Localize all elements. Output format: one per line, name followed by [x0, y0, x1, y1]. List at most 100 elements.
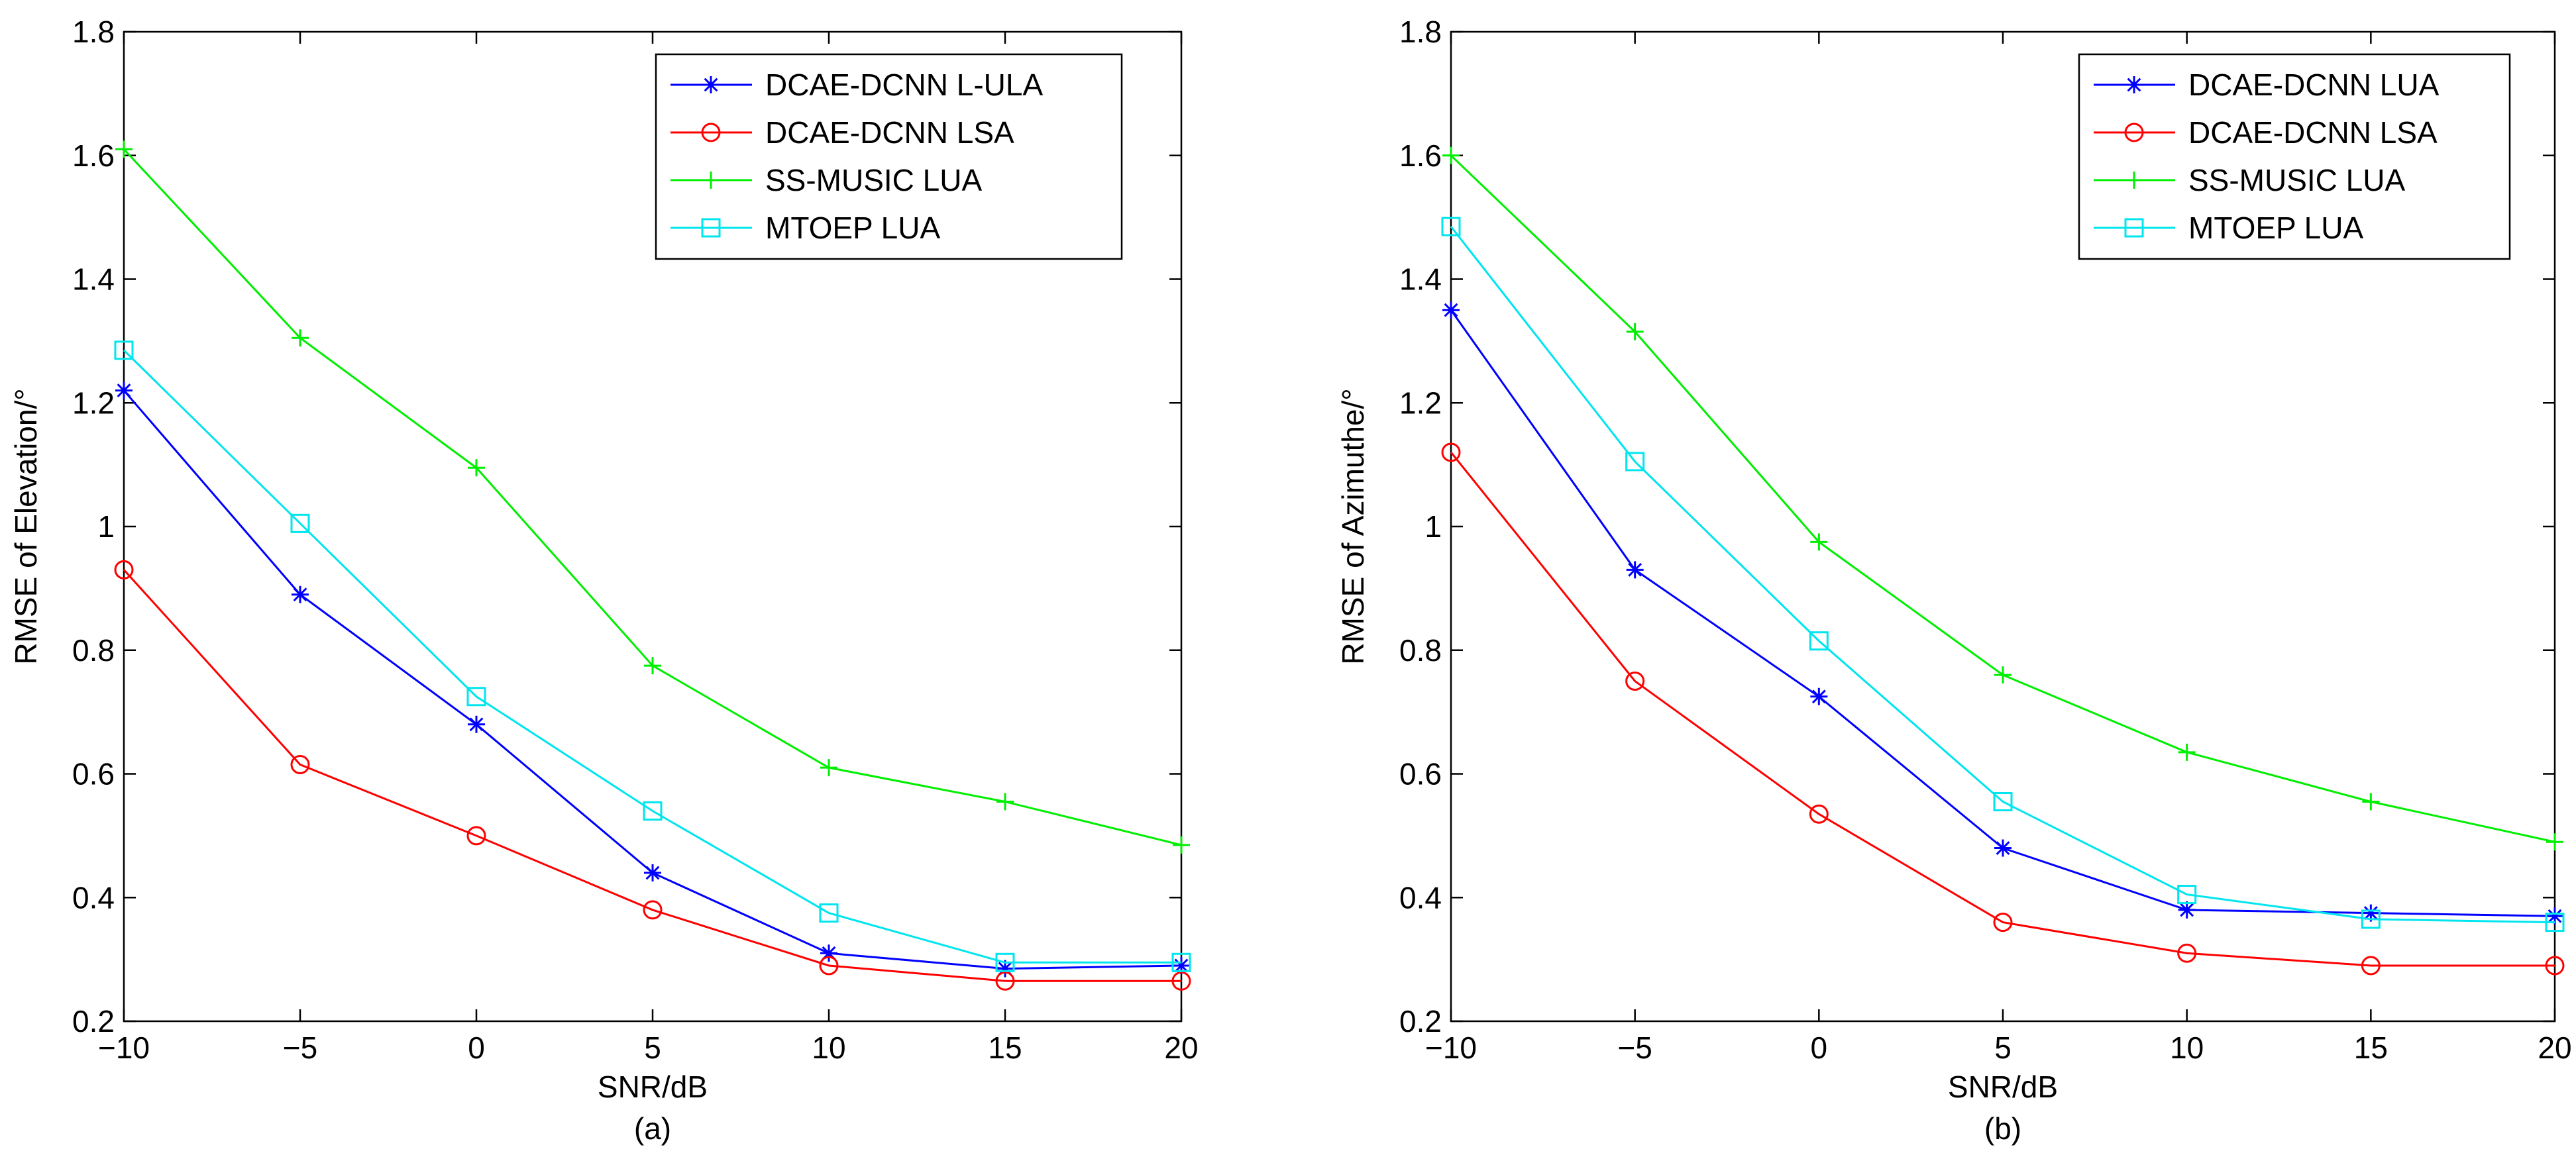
panel-b-data-point: [1993, 792, 2013, 812]
panel-b-data-point: [1993, 913, 2013, 932]
panel-b-legend-box: [2078, 53, 2511, 260]
panel-b-y-tick-label: 0.6: [1399, 757, 1442, 791]
panel-b-legend-entry: DCAE-DCNN LUA: [2094, 68, 2440, 102]
panel-a-data-point: [290, 754, 310, 774]
panel-a-data-point: [820, 944, 837, 962]
panel-b-x-tick-label: 15: [2354, 1031, 2388, 1065]
panel-a-data-point: [290, 513, 310, 533]
panel-b-data-point: [1809, 631, 1829, 651]
panel-b-data-point: [1442, 146, 1460, 164]
panel-a-data-point: [114, 340, 134, 360]
panel-b-data-point: [1810, 687, 1828, 705]
panel-a-data-point: [820, 759, 837, 777]
panel-a-caption: (a): [634, 1111, 671, 1146]
panel-b-x-tick-label: 5: [1994, 1031, 2012, 1065]
panel-a-data-point: [114, 560, 134, 579]
panel-a-data-point: [996, 793, 1014, 811]
panel-a-data-point: [466, 687, 486, 707]
panel-a-data-point: [466, 826, 486, 846]
panel-a-data-point: [819, 903, 839, 923]
panel-a-data-point: [995, 952, 1015, 972]
panel-a-data-point: [644, 657, 661, 675]
panel-b-y-tick-label: 0.2: [1399, 1004, 1442, 1038]
panel-a-legend-entry: DCAE-DCNN LSA: [671, 115, 1014, 150]
panel-a-series-1: [115, 381, 1190, 978]
panel-a-data-point: [1173, 956, 1190, 974]
panel-b-y-tick-label: 1.2: [1399, 385, 1442, 420]
panel-a-data-point: [1171, 952, 1191, 972]
panel-b-data-point: [2177, 943, 2197, 963]
panel-b-data-point: [1625, 671, 1645, 691]
panel-a-legend-label: DCAE-DCNN LSA: [765, 115, 1014, 150]
panel-b-y-tick-label: 0.4: [1399, 880, 1442, 915]
panel-a-data-point: [643, 900, 663, 920]
panel-b-data-point: [2362, 904, 2380, 922]
panel-b-data-point: [1809, 804, 1829, 824]
panel-b-series-1: [1442, 301, 2563, 925]
panel-a-x-tick-label: 15: [988, 1031, 1022, 1065]
panel-a-x-tick-label: −10: [98, 1031, 150, 1065]
panel-b-y-tick-label: 1: [1424, 509, 1442, 544]
panel-b-legend-marker: [2125, 76, 2143, 93]
panel-a-data-point: [468, 715, 485, 733]
panel-b-data-point: [2178, 901, 2196, 919]
panel-b-data-point: [2546, 907, 2563, 925]
panel-a-y-tick-label: 1.4: [72, 262, 115, 297]
panel-a-legend-entry: SS-MUSIC LUA: [671, 163, 982, 197]
panel-a-data-point: [292, 585, 309, 603]
panel-a-y-tick-label: 1.6: [72, 138, 115, 173]
panel-a-y-axis-label: RMSE of Elevation/°: [9, 388, 43, 664]
panel-b-legend-label: DCAE-DCNN LUA: [2188, 68, 2440, 102]
panel-a-data-point: [1173, 836, 1190, 854]
panel-a-series-line-2: [123, 569, 1181, 982]
panel-a-legend-entry: MTOEP LUA: [671, 211, 940, 245]
panel-a-y-tick-label: 0.4: [72, 880, 115, 915]
panel-b-x-tick-label: 20: [2538, 1031, 2571, 1065]
panel-b-data-point: [2545, 913, 2565, 932]
panel-a-legend: DCAE-DCNN L-ULA DCAE-DCNN LSA SS-MUSIC LUA…: [655, 53, 1123, 260]
panel-a-y-tick-label: 1: [97, 509, 115, 544]
panel-b-legend-marker: [2125, 172, 2143, 189]
panel-a-legend-box: [655, 53, 1123, 260]
panel-b-x-tick-label: −10: [1425, 1031, 1477, 1065]
panel-a-chart: −10 −5 0 5 10 15 20 0.2 0.4 0.6 0.8 1 1.2 1.4 1.6 1.8 SN…: [9, 15, 1199, 1146]
panel-b-y-tick-label: 0.8: [1399, 633, 1442, 668]
panel-a-data-point: [468, 459, 485, 477]
panel-a-data-point: [115, 381, 133, 399]
panel-b-series-line-4: [1450, 226, 2555, 924]
panel-a-x-tick-label: −5: [283, 1031, 317, 1065]
panel-b-x-tick-label: 0: [1811, 1031, 1828, 1065]
panel-b-y-tick-label: 1.8: [1399, 15, 1442, 49]
panel-b-y-tick-label: 1.4: [1399, 262, 1442, 297]
panel-a-series-line-4: [123, 349, 1181, 964]
panel-a-data-point: [995, 971, 1015, 991]
panel-a-x-tick-label: 10: [812, 1031, 845, 1065]
panel-a-x-tick-label: 20: [1164, 1031, 1198, 1065]
panel-b-series-4: [1441, 217, 2565, 932]
panel-a-data-point: [819, 956, 839, 976]
panel-a-y-tick-label: 1.2: [72, 385, 115, 420]
panel-a-data-point: [292, 329, 309, 347]
panel-b-legend-marker: [2124, 218, 2144, 238]
panel-a-data-point: [996, 960, 1014, 978]
panel-b-chart: −10 −5 0 5 10 15 20 0.2 0.4 0.6 0.8 1 1.2 1.4 1.6 1.8 SN…: [1336, 15, 2572, 1146]
panel-b-data-point: [2546, 833, 2563, 851]
panel-a-y-tick-label: 1.8: [72, 15, 115, 49]
panel-a-series-4: [114, 340, 1191, 972]
panel-a-y-tick-label: 0.8: [72, 633, 115, 668]
panel-b-data-point: [1810, 533, 1828, 551]
panel-b-data-point: [2545, 956, 2565, 976]
panel-a-data-point: [643, 801, 663, 821]
panel-a-x-tick-label: 5: [644, 1031, 661, 1065]
panel-b-data-point: [2178, 743, 2196, 761]
panel-b-legend-entry: MTOEP LUA: [2094, 211, 2363, 245]
panel-b-series-line-2: [1450, 452, 2555, 967]
panel-b-x-axis-label: SNR/dB: [1948, 1070, 2058, 1104]
panel-b-x-tick-label: −5: [1617, 1031, 1652, 1065]
panel-b-data-point: [1441, 442, 1461, 462]
panel-a-data-point: [1171, 971, 1191, 991]
panel-a-y-tick-label: 0.6: [72, 757, 115, 791]
panel-a-legend-label: MTOEP LUA: [765, 211, 940, 245]
panel-b-x-tick-label: 10: [2170, 1031, 2204, 1065]
